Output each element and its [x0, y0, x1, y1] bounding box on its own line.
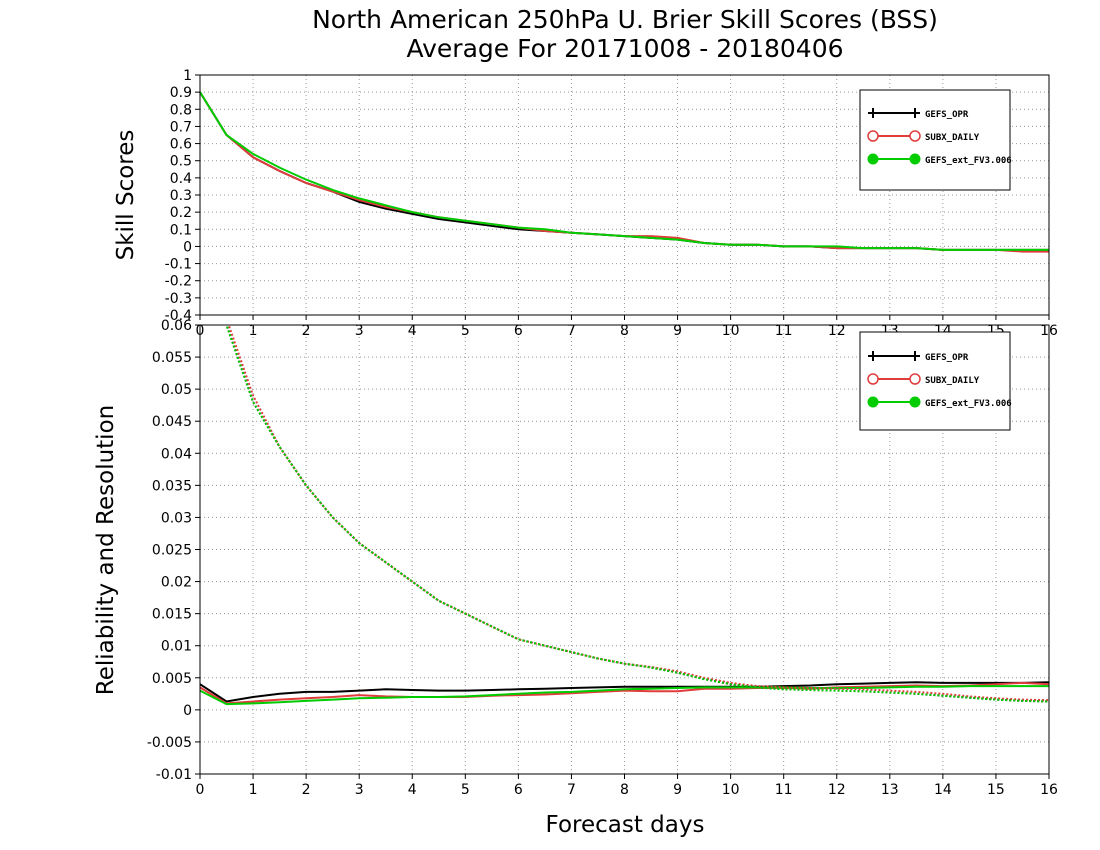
top-x-tick-label: 10 — [722, 323, 740, 339]
top-legend-marker-filled-circle — [909, 153, 921, 165]
top-y-tick-label: -0.3 — [165, 291, 192, 307]
top-y-tick-label: 0.9 — [170, 85, 192, 101]
bottom-y-tick-label: 0 — [183, 703, 192, 719]
bottom-resolution-series-line-gefs-ext-fv3-006 — [225, 325, 1049, 703]
bottom-x-tick-label: 16 — [1040, 782, 1058, 798]
top-x-tick-label: 5 — [461, 323, 470, 339]
x-axis-label: Forecast days — [546, 812, 705, 838]
top-legend-marker-filled-circle — [867, 153, 879, 165]
bottom-series-clip-group — [200, 325, 1049, 706]
bottom-x-tick-label: 10 — [722, 782, 740, 798]
top-y-tick-label: 0.1 — [170, 222, 192, 238]
bottom-legend-box — [859, 331, 1011, 431]
top-legend-label-gefs-ext-fv3-006: GEFS_ext_FV3.006 — [925, 156, 1012, 166]
top-x-tick-label: 6 — [514, 323, 523, 339]
bottom-y-tick-label: 0.035 — [152, 478, 192, 494]
top-panel-skill-scores: 10.90.80.70.60.50.40.30.20.10-0.1-0.2-0.… — [113, 68, 1058, 339]
bottom-legend-label-subx-daily: SUBX_DAILY — [925, 376, 980, 386]
top-x-tick-label: 12 — [828, 323, 846, 339]
bottom-y-tick-label: 0.02 — [161, 575, 192, 591]
bottom-legend-marker-filled-circle — [909, 396, 921, 408]
bottom-resolution-series-line-subx-daily — [227, 325, 1049, 702]
bottom-y-tick-label: 0.025 — [152, 543, 192, 559]
bottom-x-tick-label: 4 — [408, 782, 417, 798]
bottom-reliability-series-line-gefs-opr — [200, 681, 1049, 703]
bottom-legend-marker-filled-circle — [867, 396, 879, 408]
bottom-y-tick-label: 0.055 — [152, 350, 192, 366]
bottom-x-tick-label: 0 — [196, 782, 205, 798]
top-y-tick-label: -0.2 — [165, 274, 192, 290]
top-legend-marker-open-circle — [867, 130, 879, 142]
top-series-line-gefs-ext-fv3-006 — [199, 91, 1049, 251]
bottom-x-tick-label: 3 — [355, 782, 364, 798]
bottom-y-tick-label: 0.04 — [161, 446, 192, 462]
top-x-tick-label: 1 — [249, 323, 258, 339]
top-x-tick-label: 9 — [673, 323, 682, 339]
bottom-x-tick-label: 7 — [567, 782, 576, 798]
chart-title-line2: Average For 20171008 - 20180406 — [406, 34, 843, 63]
bottom-x-tick-label: 2 — [302, 782, 311, 798]
top-legend-label-gefs-opr: GEFS_OPR — [925, 110, 969, 120]
top-y-tick-label: 0.7 — [170, 119, 192, 135]
top-panel-y-ticks: 10.90.80.70.60.50.40.30.20.10-0.1-0.2-0.… — [165, 68, 200, 324]
top-y-tick-label: -0.4 — [165, 308, 192, 324]
top-y-tick-label: -0.1 — [165, 257, 192, 273]
bottom-panel-legend: GEFS_OPR SUBX_DAILY GEFS_ext_FV3.006 — [859, 331, 1012, 431]
top-y-tick-label: 0.4 — [170, 171, 192, 187]
bottom-y-tick-label: 0.03 — [161, 510, 192, 526]
bottom-legend-label-gefs-ext-fv3-006: GEFS_ext_FV3.006 — [925, 399, 1012, 409]
top-y-tick-label: 0.3 — [170, 188, 192, 204]
bottom-x-tick-label: 11 — [775, 782, 793, 798]
top-panel-grid — [200, 75, 1049, 315]
bottom-x-tick-label: 14 — [934, 782, 952, 798]
bottom-reliability-series-line-gefs-ext-fv3-006 — [200, 685, 1049, 706]
bottom-legend-marker-open-circle — [909, 373, 921, 385]
top-panel-series — [199, 91, 1049, 253]
bottom-x-tick-label: 5 — [461, 782, 470, 798]
bottom-y-tick-label: 0.06 — [161, 318, 192, 334]
top-x-tick-label: 7 — [567, 323, 576, 339]
bottom-x-tick-label: 15 — [987, 782, 1005, 798]
top-y-tick-label: 1 — [183, 68, 192, 84]
bottom-y-tick-label: 0.015 — [152, 607, 192, 623]
bottom-legend-marker-open-circle — [867, 373, 879, 385]
top-y-tick-label: 0.2 — [170, 205, 192, 221]
bottom-x-tick-label: 9 — [673, 782, 682, 798]
bottom-y-axis-label: Reliability and Resolution — [93, 405, 119, 695]
chart-title-line1: North American 250hPa U. Brier Skill Sco… — [312, 5, 938, 34]
bottom-y-tick-label: 0.045 — [152, 414, 192, 430]
top-legend-marker-open-circle — [909, 130, 921, 142]
bottom-x-tick-label: 8 — [620, 782, 629, 798]
bottom-y-tick-label: -0.005 — [147, 735, 192, 751]
bottom-x-tick-label: 12 — [828, 782, 846, 798]
top-legend-label-subx-daily: SUBX_DAILY — [925, 133, 980, 143]
bottom-y-tick-label: 0.01 — [161, 639, 192, 655]
bottom-panel-grid — [200, 325, 1049, 774]
top-y-tick-label: 0.5 — [170, 154, 192, 170]
top-x-tick-label: 4 — [408, 323, 417, 339]
bottom-y-tick-label: -0.01 — [156, 767, 192, 783]
bottom-x-tick-label: 1 — [249, 782, 258, 798]
top-x-tick-label: 2 — [302, 323, 311, 339]
top-y-tick-label: 0 — [183, 239, 192, 255]
top-y-axis-label: Skill Scores — [113, 130, 139, 261]
bottom-panel-series — [200, 325, 1049, 706]
bottom-y-tick-label: 0.05 — [161, 382, 192, 398]
top-panel-legend: GEFS_OPR SUBX_DAILY GEFS_ext_FV3.006 — [859, 89, 1012, 191]
top-x-tick-label: 3 — [355, 323, 364, 339]
bottom-panel-y-ticks: 0.06 0.055 0.05 0.045 0.04 0.035 0.03 0.025 0.02… — [147, 318, 200, 783]
top-x-tick-label: 8 — [620, 323, 629, 339]
top-x-tick-label: 11 — [775, 323, 793, 339]
bottom-y-tick-label: 0.005 — [152, 671, 192, 687]
top-legend-box — [859, 89, 1011, 191]
bottom-x-tick-label: 6 — [514, 782, 523, 798]
bottom-panel-x-ticks: 0 1 2 3 4 5 6 7 8 9 10 11 12 13 14 15 16 — [196, 774, 1058, 798]
top-y-tick-label: 0.8 — [170, 102, 192, 118]
bottom-x-tick-label: 13 — [881, 782, 899, 798]
bottom-reliability-series-line-subx-daily — [200, 681, 1049, 705]
bottom-panel-reliability-resolution: 0.060.0550.050.0450.040.0350.030.0250.02… — [93, 318, 1058, 798]
bottom-legend-label-gefs-opr: GEFS_OPR — [925, 353, 969, 363]
top-y-tick-label: 0.6 — [170, 137, 192, 153]
